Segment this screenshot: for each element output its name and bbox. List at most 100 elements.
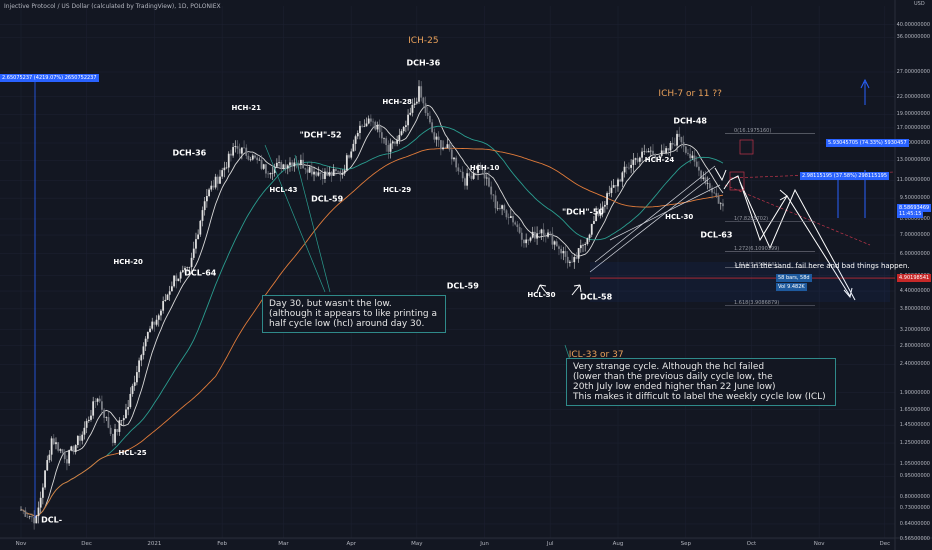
candle-body — [568, 261, 571, 263]
candle-body — [658, 155, 661, 158]
candle-body — [52, 438, 55, 445]
trend-line — [589, 177, 711, 273]
candle-body — [636, 158, 639, 162]
axis-price-label: 4.90198541 — [897, 274, 932, 283]
candle-body — [632, 159, 635, 165]
cycle-label: HCH-28 — [382, 98, 412, 107]
cycle-label: HCL-25 — [118, 449, 147, 458]
candle-body — [527, 239, 530, 241]
candle-body — [131, 385, 134, 394]
x-tick-label: Sep — [680, 541, 691, 547]
candles — [20, 80, 724, 530]
candle-body — [197, 234, 200, 240]
candle-body — [623, 166, 626, 173]
candle-body — [31, 516, 33, 518]
candle-body — [553, 241, 556, 245]
candle-body — [275, 162, 278, 167]
candle-body — [470, 175, 473, 179]
candle-body — [103, 409, 105, 418]
y-tick-label: 19.00000000 — [896, 111, 930, 118]
candle-body — [177, 278, 180, 282]
candle-body — [302, 159, 304, 169]
arrow-head — [860, 78, 870, 89]
candle-body — [582, 244, 584, 246]
candle-body — [625, 166, 628, 168]
candle-body — [120, 420, 123, 421]
candle-body — [348, 155, 350, 158]
candle-body — [649, 150, 652, 152]
candle-body — [433, 132, 436, 140]
y-tick-label: 7.00000000 — [899, 232, 930, 239]
candle-body — [424, 103, 427, 113]
candle-body — [221, 170, 224, 177]
candle-body — [394, 141, 396, 144]
candle-body — [267, 173, 270, 175]
line-in-sand-text: Line in the sand. fail here and bad thin… — [735, 262, 910, 270]
measure-tag: 2.65075237 (4219.07%) 2650752237 — [0, 74, 99, 83]
candle-body — [499, 207, 501, 209]
candle-body — [617, 179, 619, 187]
candle-body — [512, 216, 514, 223]
candle-body — [673, 144, 676, 146]
candle-body — [702, 177, 705, 179]
arrow-head — [779, 189, 788, 201]
candle-body — [184, 267, 186, 271]
candle-body — [201, 210, 204, 221]
candle-body — [354, 136, 357, 144]
projection-line — [724, 184, 871, 246]
candle-body — [534, 231, 536, 239]
candle-body — [719, 203, 722, 204]
y-tick-label: 1.05000000 — [899, 461, 930, 468]
cycle-label: HCL-30 — [527, 291, 556, 300]
candle-body — [295, 162, 298, 164]
x-tick-label: 2021 — [147, 541, 162, 547]
measure-tag: 2.98115195 (37.58%) 298115195 — [800, 172, 889, 181]
candle-body — [564, 251, 567, 257]
candle-body — [321, 173, 324, 179]
cycle-label: HCL-29 — [383, 185, 412, 194]
candle-body — [289, 162, 291, 166]
x-tick-label: May — [411, 541, 423, 547]
candle-body — [573, 257, 576, 263]
candle-body — [691, 155, 694, 159]
candle-body — [514, 222, 517, 225]
candle-body — [247, 155, 250, 160]
candle-body — [361, 125, 364, 127]
candle-body — [345, 155, 348, 171]
candle-body — [687, 152, 689, 154]
candle-body — [523, 239, 525, 244]
candle-body — [157, 315, 160, 320]
candle-body — [192, 248, 195, 258]
candle-body — [363, 126, 366, 127]
candle-body — [41, 487, 44, 498]
candle-body — [645, 151, 648, 153]
candle-body — [212, 185, 215, 188]
candle-body — [59, 449, 62, 451]
candle-body — [507, 217, 510, 218]
candle-body — [232, 147, 235, 156]
y-tick-label: 0.95000000 — [899, 473, 930, 480]
candle-body — [542, 229, 545, 236]
cycle-label: HCH-10 — [469, 163, 500, 172]
candle-body — [590, 223, 593, 235]
candle-body — [595, 212, 598, 222]
note-day30[interactable]: Day 30, but wasn't the low. (although it… — [262, 295, 446, 333]
candle-body — [376, 125, 379, 130]
ma-slow-line — [20, 147, 724, 517]
candle-body — [396, 140, 399, 144]
candle-body — [24, 510, 27, 517]
note-line: Very strange cycle. Although the hcl fai… — [573, 362, 765, 372]
candle-body — [173, 275, 175, 287]
candle-body — [472, 172, 475, 179]
drawings — [31, 74, 896, 518]
candle-body — [74, 445, 77, 453]
axis-price-label: 11:45:15 — [897, 209, 924, 218]
note-strange-cycle[interactable]: Very strange cycle. Although the hcl fai… — [566, 358, 836, 406]
candle-body — [485, 177, 488, 179]
candle-body — [411, 104, 414, 113]
candle-body — [663, 150, 665, 153]
candle-body — [162, 301, 165, 311]
candle-body — [195, 239, 197, 249]
candle-body — [509, 216, 512, 218]
candle-body — [260, 159, 263, 169]
